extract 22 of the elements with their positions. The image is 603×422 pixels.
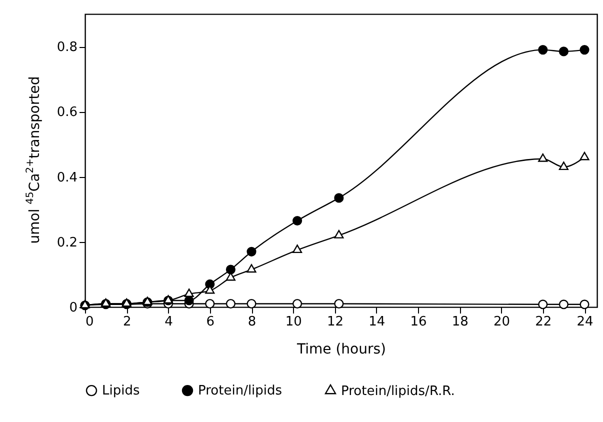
x-tick-label: 14 xyxy=(368,314,386,330)
x-tick-label: 2 xyxy=(122,314,132,330)
x-tick-label: 12 xyxy=(326,314,344,330)
x-tick-label: 4 xyxy=(164,314,173,330)
y-tick-label: 0 xyxy=(69,300,78,316)
legend-label: Protein/lipids xyxy=(198,384,282,399)
x-tick-label: 10 xyxy=(285,314,302,330)
y-tick-label: 0.6 xyxy=(56,105,78,120)
legend-label: Lipids xyxy=(102,384,140,399)
x-axis-title: Time (hours) xyxy=(296,342,386,358)
x-tick-label: 18 xyxy=(452,314,468,330)
x-tick-label: 6 xyxy=(206,314,215,330)
y-tick-label: 0.4 xyxy=(56,170,78,186)
x-tick-label: 20 xyxy=(493,314,510,330)
x-tick-label: 24 xyxy=(576,314,594,330)
legend-label: Protein/lipids/R.R. xyxy=(341,384,455,399)
x-tick-label: 8 xyxy=(248,314,256,330)
x-tick-label: 16 xyxy=(410,314,427,330)
x-tick-label: 0 xyxy=(86,314,94,330)
y-tick-label: 0.2 xyxy=(56,235,78,250)
x-tick-label: 22 xyxy=(535,314,552,330)
y-tick-label: 0.8 xyxy=(56,40,78,56)
